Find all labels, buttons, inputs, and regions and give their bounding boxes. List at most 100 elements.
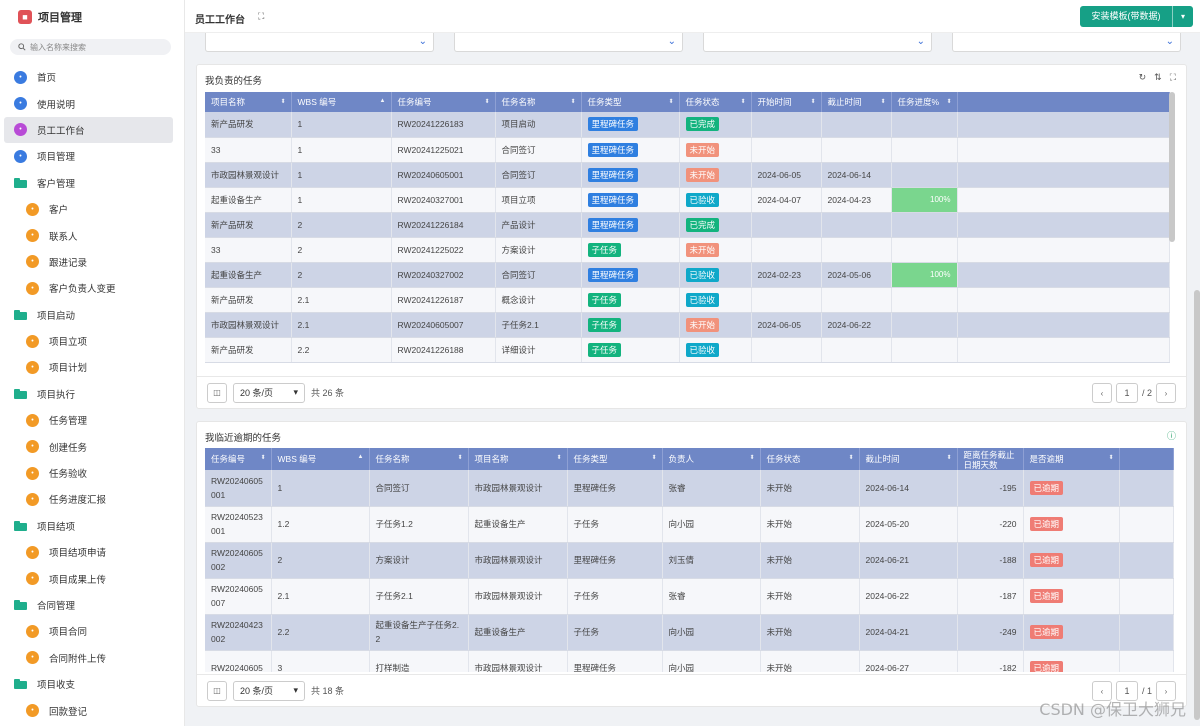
column-header[interactable]: 任务状态 ⬍ — [679, 92, 752, 112]
column-header[interactable]: WBS 编号 ▲ — [271, 448, 370, 470]
filter-select-1[interactable]: ⌄ — [205, 33, 434, 52]
table-row[interactable]: 33 2 RW20241225022 方案设计 子任务 未开始 — [205, 237, 1170, 263]
sidebar-item[interactable]: 项目启动 — [0, 302, 185, 328]
column-header[interactable]: 项目名称 ⬍ — [468, 448, 568, 470]
sort-icon[interactable]: ⬍ — [260, 455, 266, 461]
sort-icon[interactable]: ⬍ — [946, 99, 952, 105]
table-row[interactable]: 新产品研发 2 RW20241226184 产品设计 里程碑任务 已完成 — [205, 212, 1170, 238]
sidebar-item[interactable]: 项目结项 — [0, 513, 185, 539]
sidebar-item[interactable]: • 任务管理 — [0, 407, 185, 433]
column-header[interactable]: 任务名称 ⬍ — [369, 448, 469, 470]
sort-icon[interactable]: ⬍ — [880, 99, 886, 105]
sidebar-item[interactable]: • 客户负责人变更 — [0, 275, 185, 301]
column-header[interactable]: 距离任务截止日期天数 — [957, 448, 1024, 470]
refresh-icon[interactable]: ↻ — [1138, 72, 1147, 82]
prev-page-button[interactable]: ‹ — [1091, 681, 1112, 701]
prev-page-button[interactable]: ‹ — [1091, 383, 1112, 403]
table-row[interactable]: 起重设备生产 2 RW20240327002 合同签订 里程碑任务 已验收 2024-02-… — [205, 262, 1170, 288]
column-header[interactable]: 任务名称 ⬍ — [495, 92, 582, 112]
column-header[interactable]: 任务进度% ⬍ — [891, 92, 958, 112]
sort-icon[interactable]: ⬍ — [570, 99, 576, 105]
sort-icon[interactable]: ⬍ — [848, 455, 854, 461]
sidebar-item[interactable]: 客户管理 — [0, 170, 185, 196]
sidebar-item[interactable]: • 员工工作台 — [4, 116, 173, 144]
sort-icon[interactable]: ⬍ — [946, 455, 952, 461]
column-header[interactable]: 任务编号 ⬍ — [205, 448, 272, 470]
app-logo[interactable]: ■ 项目管理 — [18, 9, 82, 25]
sidebar-item[interactable]: • 项目合同 — [0, 618, 185, 644]
column-header[interactable]: 截止时间 ⬍ — [821, 92, 892, 112]
filter-select-4[interactable]: ⌄ — [952, 33, 1181, 52]
table-row[interactable]: RW20240605 3 打样制造 市政园林景观设计 里程碑任务 向小园 未开始 2024-0… — [205, 650, 1174, 672]
sort-icon[interactable]: ⬍ — [280, 99, 286, 105]
table-row[interactable]: 新产品研发 1 RW20241226183 项目启动 里程碑任务 已完成 — [205, 112, 1170, 138]
chevron-down-icon[interactable]: ▾ — [1180, 12, 1185, 21]
table-row[interactable]: RW20240423002 2.2 起重设备生产子任务2.2 起重设备生产 子任务 向小园… — [205, 614, 1174, 651]
sidebar-item[interactable]: • 合同附件上传 — [0, 645, 185, 671]
search-input[interactable]: 输入名称来搜索 — [10, 39, 171, 55]
fullscreen-icon[interactable]: ⛶ — [258, 11, 265, 21]
sidebar-item[interactable]: 项目收支 — [0, 671, 185, 697]
table-row[interactable]: 新产品研发 2.2 RW20241226188 详细设计 子任务 已验收 — [205, 337, 1170, 363]
table-row[interactable]: 市政园林景观设计 2.1 RW20240605007 子任务2.1 子任务 未开始 2024… — [205, 312, 1170, 338]
column-header[interactable]: 任务状态 ⬍ — [760, 448, 860, 470]
table-row[interactable]: RW20240605007 2.1 子任务2.1 市政园林景观设计 子任务 张睿 未开始 20… — [205, 578, 1174, 615]
filter-select-3[interactable]: ⌄ — [703, 33, 932, 52]
column-header[interactable]: 开始时间 ⬍ — [751, 92, 822, 112]
sidebar-item[interactable]: 项目执行 — [0, 381, 185, 407]
sidebar-item[interactable]: • 联系人 — [0, 222, 185, 248]
sidebar-item[interactable]: • 任务验收 — [0, 460, 185, 486]
sort-icon[interactable]: ⬍ — [651, 455, 657, 461]
column-toggle-icon[interactable]: ◫ — [207, 382, 227, 403]
sort-icon[interactable]: ⬍ — [556, 455, 562, 461]
sidebar-item[interactable]: • 创建任务 — [0, 433, 185, 459]
sidebar-item[interactable]: • 使用说明 — [0, 90, 185, 116]
page-size-select[interactable]: 20 条/页 ▾ — [233, 382, 305, 403]
column-header[interactable]: 项目名称 ⬍ — [205, 92, 292, 112]
install-template-button[interactable]: 安装模板(带数据) ▾ — [1080, 6, 1193, 27]
column-header[interactable]: 任务类型 ⬍ — [581, 92, 680, 112]
page-number-input[interactable]: 1 — [1115, 383, 1138, 403]
column-header[interactable]: 是否逾期 ⬍ — [1023, 448, 1120, 470]
sidebar-item[interactable]: • 项目管理 — [0, 143, 185, 169]
sort-icon[interactable]: ⬍ — [457, 455, 463, 461]
filter-select-2[interactable]: ⌄ — [454, 33, 683, 52]
page-number-input[interactable]: 1 — [1115, 681, 1138, 701]
sort-icon[interactable]: ⬍ — [749, 455, 755, 461]
table-row[interactable]: RW20240605001 1 合同签订 市政园林景观设计 里程碑任务 张睿 未开始 2024… — [205, 470, 1174, 507]
sort-icon[interactable]: ⬍ — [810, 99, 816, 105]
sidebar-item[interactable]: • 首页 — [0, 64, 185, 90]
table-row[interactable]: 起重设备生产 1 RW20240327001 项目立项 里程碑任务 已验收 2024-04-… — [205, 187, 1170, 213]
sidebar-item[interactable]: • 客户 — [0, 196, 185, 222]
sidebar-item[interactable]: • 跟进记录 — [0, 249, 185, 275]
sort-icon[interactable]: ⬍ — [484, 99, 490, 105]
table-scrollbar[interactable] — [1169, 92, 1175, 242]
sort-icon[interactable]: ⬍ — [668, 99, 674, 105]
table-row[interactable]: 33 1 RW20241225021 合同签订 里程碑任务 未开始 — [205, 137, 1170, 163]
column-toggle-icon[interactable]: ◫ — [207, 680, 227, 701]
sort-icon[interactable]: ▲ — [357, 454, 364, 460]
sidebar-item[interactable]: • 任务进度汇报 — [0, 486, 185, 512]
fullscreen-icon[interactable]: ⛶ — [1169, 72, 1176, 82]
column-header[interactable]: 任务类型 ⬍ — [567, 448, 663, 470]
info-icon[interactable]: ⓘ — [1166, 431, 1176, 441]
sidebar-item[interactable]: • 项目计划 — [0, 354, 185, 380]
table-row[interactable]: RW20240605002 2 方案设计 市政园林景观设计 里程碑任务 刘玉倩 未开始 202… — [205, 542, 1174, 579]
sidebar-item[interactable]: • 项目成果上传 — [0, 565, 185, 591]
sort-icon[interactable]: ⬍ — [1108, 455, 1114, 461]
table-row[interactable]: RW20240523001 1.2 子任务1.2 起重设备生产 子任务 向小园 未开始 202… — [205, 506, 1174, 543]
next-page-button[interactable]: › — [1156, 681, 1176, 701]
page-size-select[interactable]: 20 条/页 ▾ — [233, 680, 305, 701]
sidebar-item[interactable]: • 项目立项 — [0, 328, 185, 354]
sidebar-item[interactable]: • 回款登记 — [0, 697, 185, 723]
table-row[interactable]: 市政园林景观设计 1 RW20240605001 合同签订 里程碑任务 未开始 2024-0… — [205, 162, 1170, 188]
table-row[interactable]: 新产品研发 2.1 RW20241226187 概念设计 子任务 已验收 — [205, 287, 1170, 313]
column-header[interactable]: 任务编号 ⬍ — [391, 92, 496, 112]
sort-icon[interactable]: ▲ — [379, 98, 386, 104]
sidebar-item[interactable]: 合同管理 — [0, 592, 185, 618]
sidebar-item[interactable]: • 项目结项申请 — [0, 539, 185, 565]
sort-icon[interactable]: ⬍ — [740, 99, 746, 105]
column-header[interactable]: 截止时间 ⬍ — [859, 448, 958, 470]
column-settings-icon[interactable]: ⇅ — [1154, 72, 1162, 82]
column-header[interactable]: 负责人 ⬍ — [662, 448, 761, 470]
